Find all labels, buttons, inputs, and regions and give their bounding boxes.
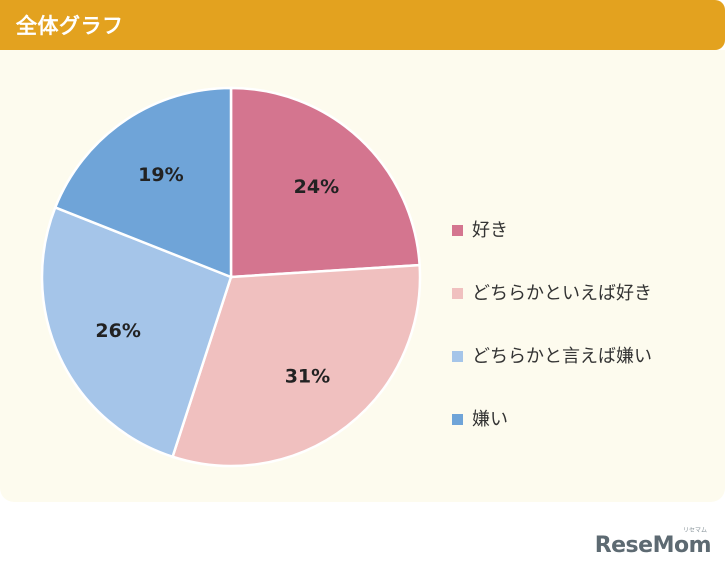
legend-swatch [452, 225, 463, 236]
slice-value-label: 26% [95, 320, 140, 342]
legend-item-like: 好き [452, 215, 722, 243]
legend-label: どちらかといえば好き [472, 283, 652, 304]
chart-panel: 24% 31% 26% 19% 好き どちらかといえば好き どちらかと言えば嫌い 嫌い [0, 50, 725, 502]
legend-label: どちらかと言えば嫌い [472, 346, 652, 367]
chart-title: 全体グラフ [16, 14, 124, 38]
legend-label: 嫌い [472, 409, 508, 430]
brand-logo: ReseMom [594, 533, 712, 558]
legend-item-dislike: 嫌い [452, 404, 722, 432]
legend: 好き どちらかといえば好き どちらかと言えば嫌い 嫌い [452, 215, 722, 467]
pie-chart: 24% 31% 26% 19% [40, 86, 422, 468]
slice-somewhat-dislike [40, 205, 233, 459]
legend-item-somewhat-like: どちらかといえば好き [452, 278, 722, 306]
legend-label: 好き [472, 220, 508, 241]
slice-dislike [53, 86, 233, 279]
legend-swatch [452, 414, 463, 425]
brand-sub: リセマム [682, 527, 707, 534]
slice-value-label: 24% [294, 176, 339, 198]
chart-header: 全体グラフ [0, 0, 725, 50]
slice-value-label: 19% [138, 164, 183, 186]
slice-somewhat-like [171, 263, 422, 468]
legend-item-somewhat-dislike: どちらかと言えば嫌い [452, 341, 722, 369]
legend-swatch [452, 288, 463, 299]
slice-value-label: 31% [285, 366, 330, 388]
legend-swatch [452, 351, 463, 362]
slice-like [229, 86, 421, 279]
